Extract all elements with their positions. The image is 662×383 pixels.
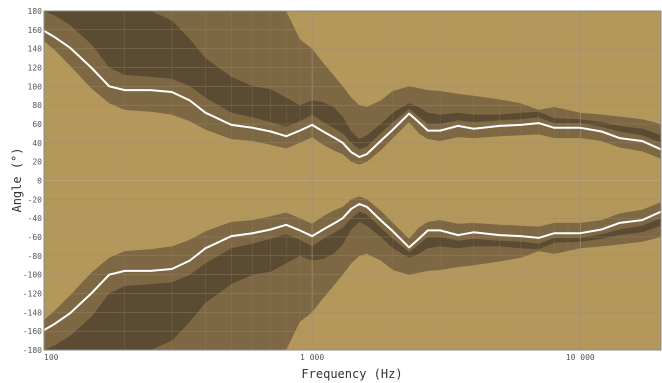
y-tick-label: -180 xyxy=(23,346,42,355)
y-tick-label: -40 xyxy=(28,214,43,223)
y-axis-label: Angle (°) xyxy=(10,147,24,212)
y-tick-label: 180 xyxy=(28,7,43,16)
y-tick-label: -140 xyxy=(23,308,42,317)
y-tick-label: 160 xyxy=(28,26,43,35)
y-tick-label: 80 xyxy=(32,101,42,110)
y-tick-label: 20 xyxy=(32,158,42,167)
y-tick-label: 120 xyxy=(28,64,43,73)
x-tick-label: 100 xyxy=(44,353,59,362)
y-tick-label: -60 xyxy=(28,233,43,242)
y-tick-label: -100 xyxy=(23,271,42,280)
grid-lines xyxy=(44,11,661,350)
contour-lines xyxy=(44,29,661,332)
band-9db-lower xyxy=(44,211,661,350)
plot-border xyxy=(43,10,662,351)
y-tick-label: 0 xyxy=(37,177,42,186)
y-tick-label: 140 xyxy=(28,45,43,54)
band-9db-upper xyxy=(44,11,661,150)
y-tick-label: 60 xyxy=(32,120,42,129)
y-tick-label: -120 xyxy=(23,290,42,299)
series-line-6db-lower xyxy=(44,203,661,332)
x-tick-label: 1 000 xyxy=(300,353,324,362)
y-tick-label: -20 xyxy=(28,195,43,204)
y-tick-label: -80 xyxy=(28,252,43,261)
x-tick-labels: 100 1 000 10 000 xyxy=(44,353,595,362)
y-tick-label: -160 xyxy=(23,327,42,336)
y-tick-label: 40 xyxy=(32,139,42,148)
series-line-6db-upper xyxy=(44,29,661,158)
x-tick-label: 10 000 xyxy=(566,353,595,362)
y-tick-label: 100 xyxy=(28,82,43,91)
y-tick-labels: 180 160 140 120 100 80 60 40 20 0 -20 -40 -60 -80 -100… xyxy=(23,7,42,355)
x-axis-label: Frequency (Hz) xyxy=(301,367,402,381)
